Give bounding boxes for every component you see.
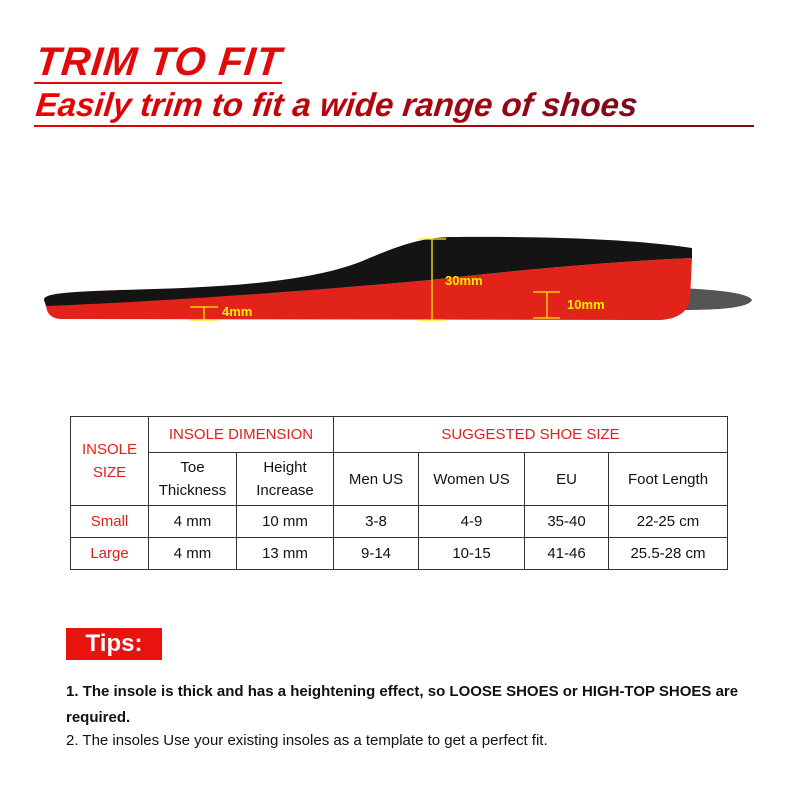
tip-1: 1. The insole is thick and has a heighte… — [66, 683, 739, 726]
col-men-us: Men US — [333, 452, 419, 506]
col-women-us: Women US — [418, 452, 525, 506]
heel-height-label: 10mm — [567, 297, 605, 312]
cell: 35-40 — [524, 505, 609, 538]
col-eu: EU — [524, 452, 609, 506]
title-underline — [34, 82, 282, 84]
cell: 22-25 cm — [608, 505, 728, 538]
insole-size-header: INSOLE SIZE — [70, 416, 149, 506]
insole-diagram: 4mm 30mm 10mm — [44, 236, 752, 321]
insole-side — [46, 258, 692, 320]
insole-top — [44, 236, 692, 306]
row-size: Small — [70, 505, 149, 538]
col-height-increase: Height Increase — [236, 452, 334, 506]
cell: 4-9 — [418, 505, 525, 538]
tips-badge: Tips: — [66, 628, 162, 660]
toe-thickness-label: 4mm — [222, 304, 252, 319]
cell: 4 mm — [148, 505, 237, 538]
cell: 9-14 — [333, 537, 419, 570]
measure-lines — [190, 238, 560, 321]
size-table: INSOLE SIZE INSOLE DIMENSION SUGGESTED S… — [70, 416, 728, 570]
insole-back-shadow — [680, 288, 752, 310]
cell: 10 mm — [236, 505, 334, 538]
arch-height-label: 30mm — [445, 273, 483, 288]
cell: 3-8 — [333, 505, 419, 538]
cell: 13 mm — [236, 537, 334, 570]
row-size: Large — [70, 537, 149, 570]
tip-2: 2. The insoles Use your existing insoles… — [66, 732, 548, 749]
cell: 4 mm — [148, 537, 237, 570]
table-row: Small 4 mm 10 mm 3-8 4-9 35-40 22-25 cm — [70, 505, 728, 538]
subtitle-underline — [34, 125, 754, 127]
cell: 10-15 — [418, 537, 525, 570]
cell: 25.5-28 cm — [608, 537, 728, 570]
col-foot-length: Foot Length — [608, 452, 728, 506]
cell: 41-46 — [524, 537, 609, 570]
col-toe-thickness: Toe Thickness — [148, 452, 237, 506]
dimension-header: INSOLE DIMENSION — [148, 416, 334, 453]
shoe-size-header: SUGGESTED SHOE SIZE — [333, 416, 728, 453]
table-row: Large 4 mm 13 mm 9-14 10-15 41-46 25.5-2… — [70, 537, 728, 570]
